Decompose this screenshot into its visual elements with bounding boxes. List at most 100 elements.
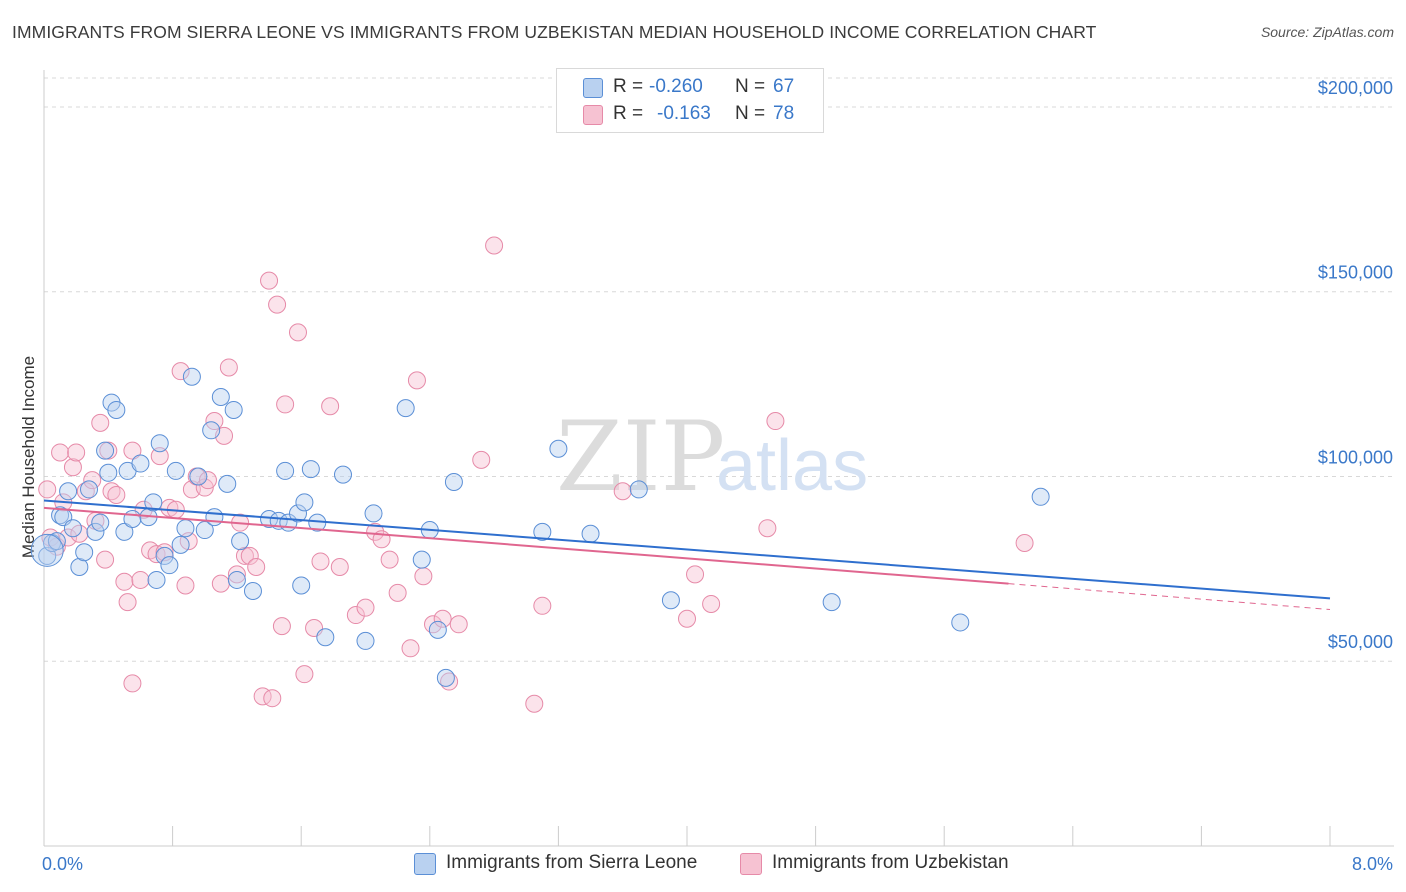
sierra-leone-point — [30, 533, 64, 567]
sierra-leone-point — [47, 532, 66, 551]
uzbekistan-point — [330, 558, 349, 577]
sierra-leone-point — [1031, 487, 1050, 506]
sierra-leone-point — [412, 550, 431, 569]
sierra-leone-point — [218, 474, 237, 493]
sierra-leone-point — [160, 556, 179, 575]
sierra-leone-point — [123, 509, 142, 528]
chart-title: IMMIGRANTS FROM SIERRA LEONE VS IMMIGRAN… — [12, 22, 1097, 42]
sierra-leone-point — [444, 473, 463, 492]
uzbekistan-point — [235, 546, 254, 565]
uzbekistan-point — [107, 485, 126, 504]
sierra-leone-point — [629, 480, 648, 499]
sierra-leone-point — [356, 631, 375, 650]
uzbekistan-point — [51, 443, 70, 462]
uzbekistan-point — [272, 617, 291, 636]
uzbekistan-point — [401, 639, 420, 658]
y-axis-label: Median Household Income — [19, 356, 38, 558]
uzbekistan-point — [171, 362, 190, 381]
uzbekistan-point — [63, 458, 82, 477]
sierra-leone-point — [364, 504, 383, 523]
sierra-leone-point — [533, 522, 552, 541]
legend-n-label: N = — [735, 103, 766, 124]
sierra-leone-point — [107, 400, 126, 419]
uzbekistan-point — [160, 498, 179, 517]
sierra-leone-point — [144, 493, 163, 512]
series-name-uzbekistan: Immigrants from Uzbekistan — [772, 852, 1009, 873]
uzbekistan-point — [485, 236, 504, 255]
sierra-leone-point — [205, 508, 224, 527]
uzbekistan-point — [525, 694, 544, 713]
uzbekistan-point — [263, 689, 282, 708]
uzbekistan-point — [366, 522, 385, 541]
sierra-leone-point — [288, 504, 307, 523]
uzbekistan-point — [758, 519, 777, 538]
sierra-leone-point — [224, 400, 243, 419]
uzbekistan-point — [123, 441, 142, 460]
trend-lines — [43, 499, 1331, 611]
uzbekistan-point — [91, 413, 110, 432]
y-tick-label: $100,000 — [1318, 447, 1393, 467]
uzbekistan-point — [1015, 533, 1034, 552]
sierra-leone-point — [195, 521, 214, 540]
uzbekistan-point — [150, 447, 169, 466]
uzbekistan-point — [96, 550, 115, 569]
sierra-leone-point — [115, 522, 134, 541]
uzbekistan-point — [76, 482, 95, 501]
uzbekistan-point — [533, 596, 552, 615]
sierra-leone-point — [99, 463, 118, 482]
uzbekistan-point — [198, 471, 217, 490]
sierra-leone-point — [80, 480, 99, 499]
sierra-leone-point — [243, 582, 262, 601]
uzbekistan-point — [388, 583, 407, 602]
legend-r-value: -0.163 — [657, 103, 711, 124]
sierra-leone-point — [189, 467, 208, 486]
sierra-leone-point — [549, 439, 568, 458]
y-tick-labels: $50,000 $100,000 $150,000 $200,000 — [1318, 78, 1393, 652]
source-label: Source: ZipAtlas.com — [1260, 24, 1394, 40]
y-tick-label: $50,000 — [1328, 632, 1393, 652]
uzbekistan-point — [407, 371, 426, 390]
y-tick-label: $200,000 — [1318, 78, 1393, 98]
legend-n-value: 67 — [773, 76, 795, 97]
sierra-leone-point — [75, 543, 94, 562]
sierra-leone-point — [59, 482, 78, 501]
series-swatch-pink — [740, 853, 762, 875]
sierra-leone-point — [86, 522, 105, 541]
uzbekistan-point — [678, 609, 696, 628]
series-swatch-blue — [414, 853, 436, 875]
sierra-leone-point — [428, 620, 447, 639]
sierra-leone-trend-line — [43, 499, 1331, 600]
series-name-sierra-leone: Immigrants from Sierra Leone — [446, 852, 698, 873]
uzbekistan-point — [414, 567, 433, 586]
legend-swatch-pink — [583, 105, 603, 125]
sierra-leone-point — [147, 570, 166, 589]
legend-n-label: N = — [735, 76, 766, 97]
blue-points — [30, 367, 1050, 687]
uzbekistan-point — [380, 550, 399, 569]
uzbekistan-point — [247, 558, 266, 577]
sierra-leone-point — [295, 493, 314, 512]
uzbekistan-point — [433, 609, 452, 628]
sierra-leone-point — [211, 388, 230, 407]
uzbekistan-point — [288, 323, 307, 342]
uzbekistan-point — [260, 271, 279, 290]
gridlines — [44, 77, 1394, 662]
uzbekistan-point — [131, 570, 150, 589]
uzbekistan-point — [449, 615, 468, 634]
uzbekistan-point — [38, 480, 57, 499]
sierra-leone-point — [70, 558, 89, 577]
uzbekistan-point — [227, 565, 246, 584]
sierra-leone-point — [276, 461, 295, 480]
sierra-leone-point — [227, 570, 246, 589]
sierra-leone-point — [63, 519, 82, 538]
sierra-leone-point — [51, 506, 70, 525]
stats-legend: R = -0.260 N = 67 R = -0.163 N = 78 — [556, 68, 824, 133]
uzbekistan-point — [240, 546, 259, 565]
sierra-leone-point — [301, 460, 320, 479]
sierra-leone-point — [396, 399, 415, 418]
uzbekistan-point — [123, 674, 142, 693]
sierra-leone-point — [96, 441, 115, 460]
x-tick-label-max: 8.0% — [1352, 854, 1393, 874]
sierra-leone-point — [292, 576, 311, 595]
